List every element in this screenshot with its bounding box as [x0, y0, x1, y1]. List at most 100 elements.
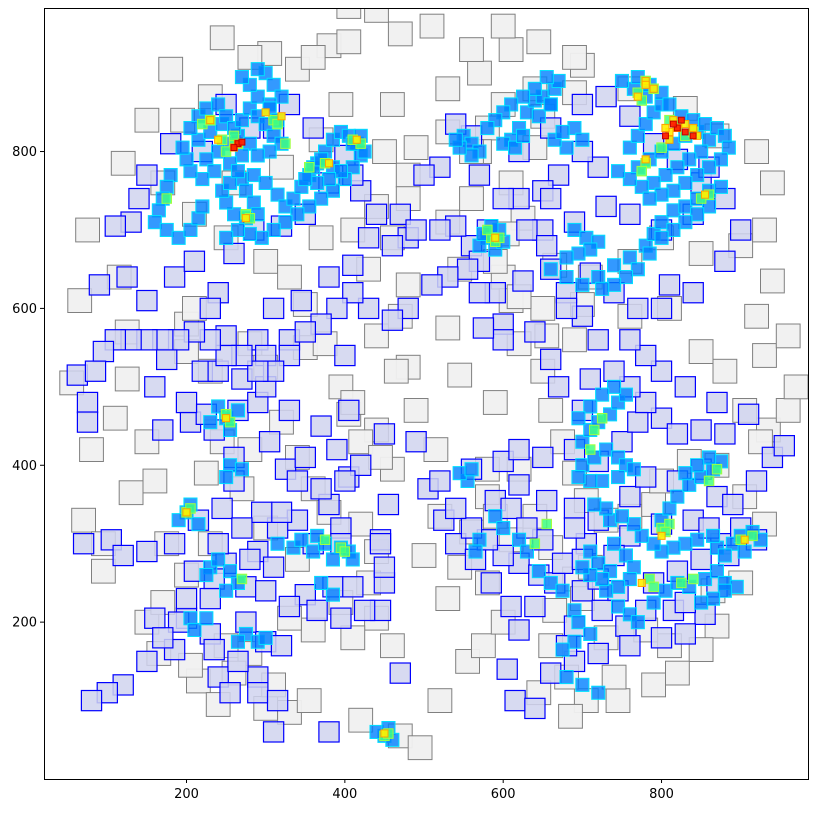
marker-background-3 [71, 507, 96, 533]
marker-density-mid-56 [589, 424, 600, 436]
marker-density-low-67 [599, 583, 614, 598]
marker-density-low-268 [230, 222, 245, 237]
marker-outlined-4 [112, 544, 134, 567]
marker-outlined-67 [500, 595, 522, 618]
marker-outlined-288 [397, 297, 419, 320]
marker-density-low-282 [274, 89, 289, 104]
marker-outlined-12 [219, 681, 241, 704]
marker-density-mid-42 [636, 165, 647, 177]
marker-density-low-16 [258, 630, 273, 645]
marker-density-low-108 [690, 458, 705, 473]
marker-outlined-143 [729, 219, 752, 241]
marker-outlined-279 [555, 297, 578, 320]
marker-outlined-157 [413, 164, 435, 186]
marker-density-low-279 [195, 199, 210, 214]
marker-outlined-193 [199, 297, 221, 320]
marker-background-170 [300, 617, 326, 643]
marker-density-low-307 [496, 136, 511, 151]
marker-outlined-244 [338, 399, 360, 422]
marker-density-low-120 [575, 458, 590, 473]
marker-background-128 [760, 170, 785, 196]
marker-density-low-262 [302, 199, 317, 214]
marker-density-low-186 [662, 97, 677, 112]
marker-background-189 [348, 429, 374, 455]
marker-outlined-111 [492, 450, 514, 473]
marker-density-low-267 [242, 226, 257, 241]
marker-density-low-137 [559, 270, 574, 285]
marker-outlined-223 [310, 478, 332, 500]
marker-outlined-174 [88, 274, 111, 296]
marker-outlined-160 [365, 203, 388, 225]
marker-outlined-176 [136, 289, 158, 312]
marker-outlined-1 [76, 391, 99, 414]
marker-density-low-199 [642, 191, 657, 206]
marker-outlined-261 [551, 552, 574, 575]
marker-outlined-34 [152, 419, 174, 441]
marker-density-low-219 [175, 140, 190, 155]
marker-background-34 [459, 186, 484, 211]
marker-density-low-218 [179, 152, 194, 167]
marker-density-low-204 [555, 124, 570, 140]
marker-outlined-188 [318, 266, 340, 288]
marker-outlined-173 [104, 215, 126, 237]
marker-background-38 [380, 92, 405, 117]
marker-outlined-79 [690, 548, 712, 571]
marker-background-120 [562, 327, 587, 353]
marker-density-low-99 [587, 497, 602, 512]
marker-density-low-133 [583, 242, 598, 257]
marker-background-136 [336, 29, 362, 55]
marker-background-109 [605, 688, 631, 714]
marker-outlined-240 [306, 599, 328, 622]
marker-outlined-130 [524, 321, 546, 343]
marker-outlined-5 [136, 540, 158, 563]
marker-background-193 [447, 362, 473, 388]
marker-density-low-128 [583, 473, 598, 488]
marker-density-low-117 [595, 387, 610, 402]
marker-density-mid-52 [228, 130, 240, 142]
marker-density-low-191 [717, 128, 732, 143]
marker-outlined-27 [163, 532, 186, 555]
marker-outlined-140 [658, 274, 681, 296]
marker-density-high-23 [214, 135, 223, 144]
marker-density-low-198 [654, 187, 669, 202]
marker-density-low-136 [543, 262, 558, 277]
marker-density-mid-49 [482, 224, 493, 236]
marker-outlined-93 [524, 595, 546, 618]
marker-outlined-272 [706, 391, 728, 414]
marker-outlined-200 [472, 317, 495, 339]
marker-outlined-56 [318, 721, 340, 743]
marker-outlined-201 [468, 282, 491, 304]
marker-background-191 [368, 445, 393, 470]
marker-outlined-232 [152, 627, 174, 649]
marker-background-64 [312, 331, 338, 357]
marker-density-peak-8 [238, 138, 246, 146]
marker-outlined-120 [690, 419, 712, 441]
marker-outlined-230 [175, 587, 198, 610]
marker-density-low-261 [314, 191, 329, 206]
marker-outlined-138 [627, 297, 649, 320]
marker-density-low-232 [262, 144, 277, 159]
marker-density-low-54 [571, 615, 586, 630]
marker-density-low-281 [266, 77, 281, 92]
marker-density-low-102 [670, 489, 685, 504]
marker-density-low-61 [603, 513, 618, 528]
marker-outlined-29 [211, 497, 233, 520]
marker-density-low-20 [306, 544, 321, 559]
marker-outlined-60 [377, 493, 400, 516]
marker-density-low-277 [183, 222, 198, 237]
marker-outlined-42 [294, 446, 317, 469]
marker-background-53 [110, 150, 136, 176]
marker-outlined-178 [183, 250, 206, 272]
marker-density-low-57 [555, 642, 570, 657]
marker-density-low-300 [519, 105, 535, 120]
marker-density-low-293 [333, 164, 348, 179]
marker-outlined-128 [547, 376, 570, 398]
marker-outlined-177 [163, 266, 186, 288]
marker-density-low-248 [286, 191, 301, 206]
marker-density-mid-12 [304, 162, 315, 173]
marker-density-peak-7 [230, 144, 238, 152]
marker-outlined-122 [737, 403, 760, 426]
marker-density-low-159 [595, 281, 610, 296]
marker-background-1 [79, 437, 104, 463]
marker-density-low-109 [678, 466, 693, 481]
